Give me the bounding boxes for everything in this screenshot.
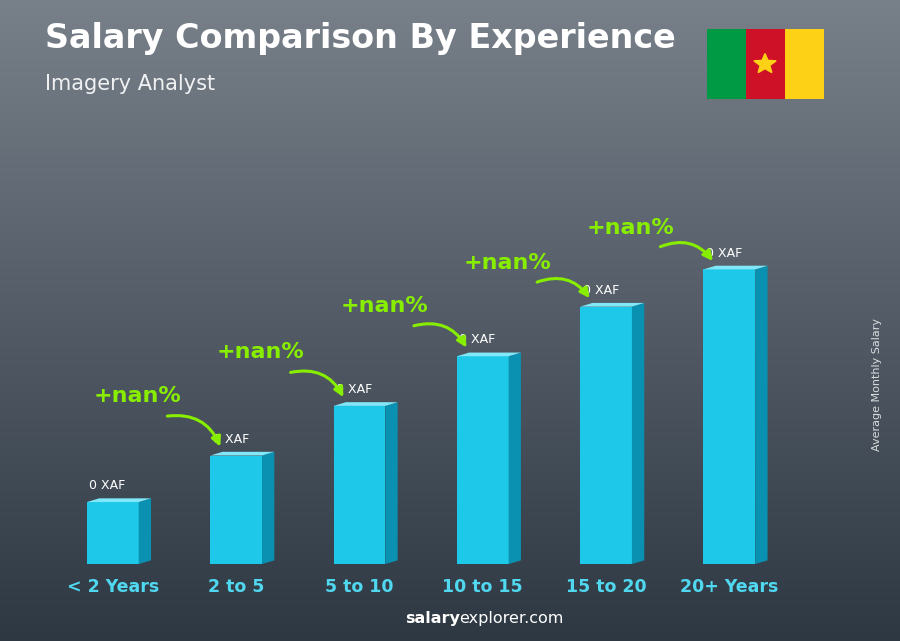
Polygon shape (139, 498, 151, 564)
Polygon shape (457, 353, 521, 356)
Text: 0 XAF: 0 XAF (459, 333, 496, 346)
Bar (706, 29, 745, 99)
Text: 0 XAF: 0 XAF (706, 247, 742, 260)
Polygon shape (211, 452, 274, 456)
Polygon shape (87, 498, 151, 502)
Polygon shape (632, 303, 644, 564)
Text: 0 XAF: 0 XAF (89, 479, 126, 492)
Polygon shape (334, 406, 385, 564)
Text: salary: salary (405, 611, 460, 626)
Text: Imagery Analyst: Imagery Analyst (45, 74, 215, 94)
Polygon shape (704, 266, 768, 269)
Text: 0 XAF: 0 XAF (336, 383, 373, 396)
Polygon shape (334, 402, 398, 406)
Text: 0 XAF: 0 XAF (212, 433, 249, 445)
Polygon shape (87, 502, 139, 564)
Polygon shape (385, 402, 398, 564)
Text: +nan%: +nan% (340, 296, 428, 316)
Polygon shape (755, 266, 768, 564)
Bar (745, 29, 785, 99)
Text: +nan%: +nan% (464, 253, 552, 272)
Polygon shape (580, 303, 644, 306)
Polygon shape (457, 356, 508, 564)
Polygon shape (211, 456, 262, 564)
Text: +nan%: +nan% (217, 342, 305, 362)
Polygon shape (580, 306, 632, 564)
Text: Average Monthly Salary: Average Monthly Salary (872, 318, 883, 451)
Polygon shape (508, 353, 521, 564)
Polygon shape (754, 54, 776, 72)
Polygon shape (262, 452, 274, 564)
Polygon shape (704, 269, 755, 564)
Text: +nan%: +nan% (94, 386, 182, 406)
Bar (785, 29, 824, 99)
Text: explorer.com: explorer.com (459, 611, 563, 626)
Text: 0 XAF: 0 XAF (582, 284, 619, 297)
Text: +nan%: +nan% (587, 219, 675, 238)
Text: Salary Comparison By Experience: Salary Comparison By Experience (45, 22, 676, 55)
